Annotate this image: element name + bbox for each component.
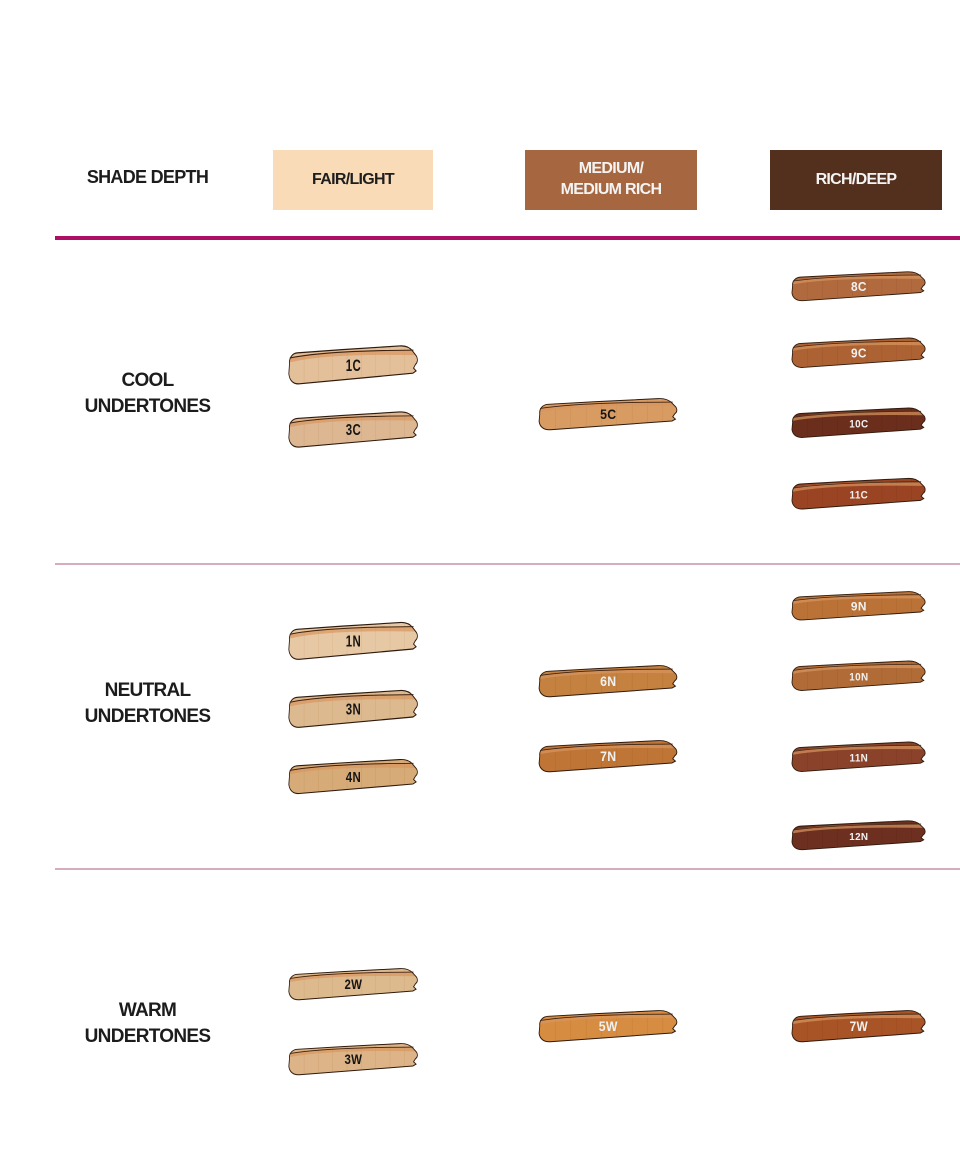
svg-text:4N: 4N [346,768,361,785]
svg-text:5W: 5W [599,1018,618,1034]
svg-text:7N: 7N [600,748,616,764]
svg-text:3W: 3W [345,1052,363,1067]
svg-text:7W: 7W [850,1018,869,1034]
svg-text:10C: 10C [849,419,868,430]
svg-text:9N: 9N [851,599,867,613]
svg-text:1C: 1C [346,357,361,376]
svg-text:5C: 5C [600,406,617,422]
svg-text:1N: 1N [346,632,361,650]
svg-text:6N: 6N [600,673,616,689]
svg-text:2W: 2W [345,977,363,992]
svg-text:3N: 3N [346,700,361,718]
svg-text:10N: 10N [849,672,868,683]
svg-text:12N: 12N [849,832,868,843]
svg-text:11C: 11C [850,489,869,502]
svg-text:8C: 8C [851,279,867,293]
svg-text:3C: 3C [346,421,361,438]
svg-text:11N: 11N [850,753,869,764]
svg-text:9C: 9C [851,346,867,361]
